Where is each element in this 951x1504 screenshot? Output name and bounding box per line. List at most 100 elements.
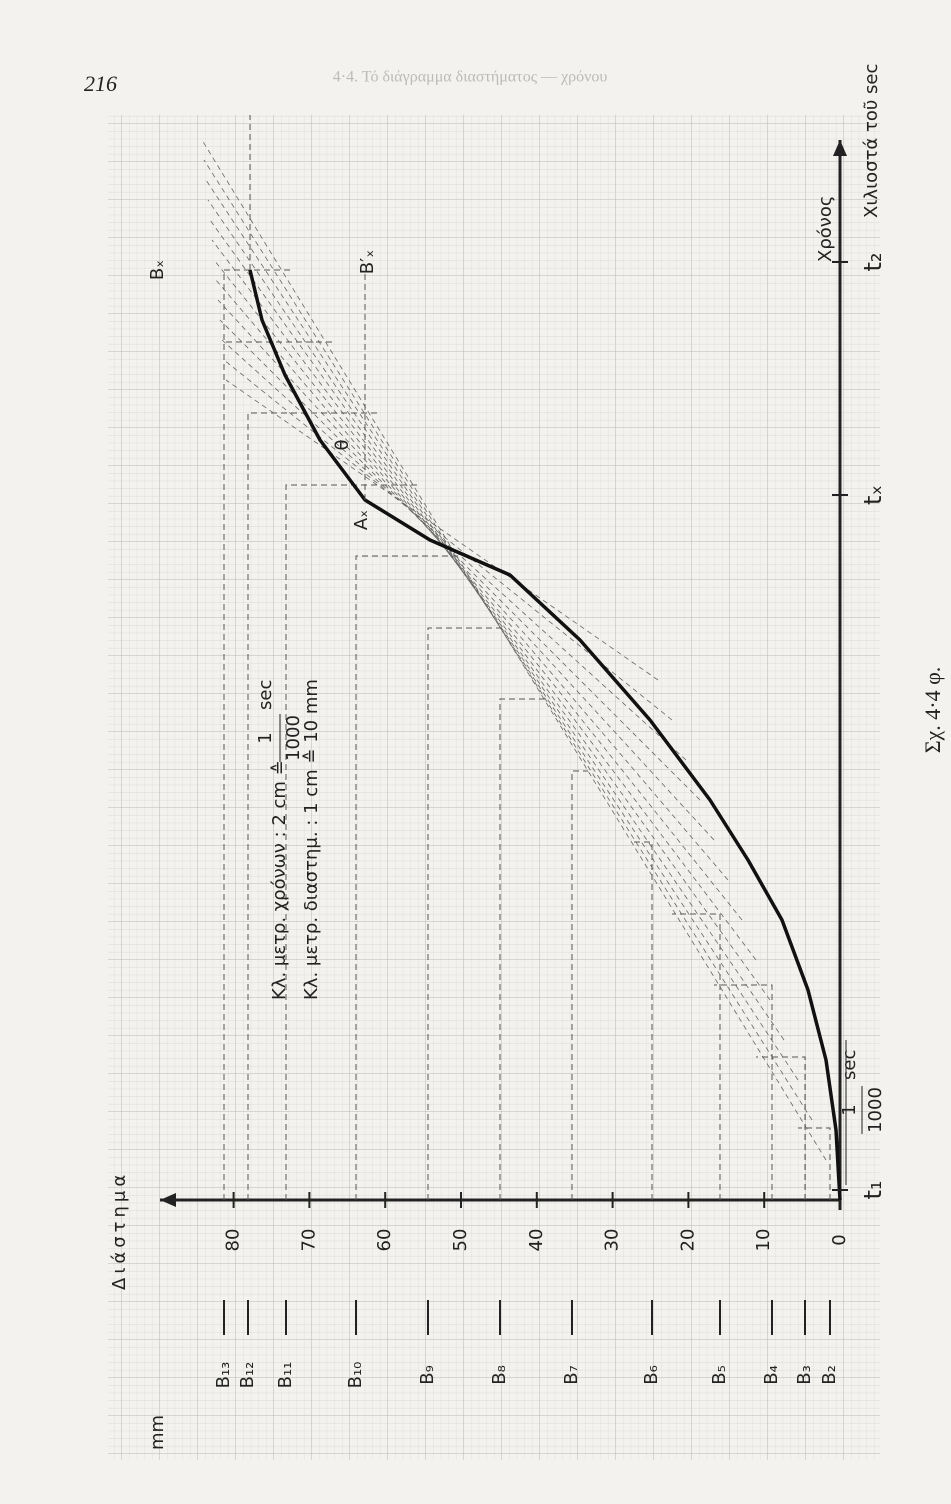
position-label: B₅	[709, 1365, 730, 1385]
construction-line	[247, 412, 378, 1200]
position-label: B₁₀	[345, 1362, 366, 1389]
time-mark: t₁	[859, 1180, 887, 1199]
scale-time-denominator: 1000	[283, 715, 304, 761]
time-mark-group: t₂	[859, 252, 887, 271]
distance-tick-label-group: 80	[223, 1229, 244, 1252]
position-label-group: B₇	[561, 1365, 582, 1385]
distance-tick-label: 80	[223, 1229, 244, 1252]
position-label-group: B₁₁	[275, 1362, 296, 1389]
position-label: B₂	[819, 1365, 840, 1385]
time-mark: tₓ	[859, 485, 887, 505]
position-label-group: B₁₀	[345, 1362, 366, 1389]
distance-label-group: Διάστημα	[109, 1171, 130, 1290]
position-label: B₃	[794, 1365, 815, 1385]
caption-group: Σχ. 4·4 φ.	[920, 667, 945, 754]
point-label: B′ₓ	[357, 250, 378, 274]
construction-line	[672, 913, 721, 1200]
time-label: Χρόνος	[815, 196, 836, 262]
construction-line	[571, 770, 588, 1200]
distance-tick-label-group: 70	[298, 1229, 319, 1252]
distance-arrow	[160, 1193, 176, 1207]
construction-line	[223, 269, 294, 1200]
distance-tick-label-group: 50	[450, 1229, 471, 1252]
point-label-group: Bₓ	[147, 260, 168, 280]
scale-time-unit: sec	[255, 680, 276, 710]
distance-tick-label-group: 10	[753, 1229, 774, 1252]
point-label: θ	[332, 439, 353, 450]
distance-tick-label-group: 20	[677, 1229, 698, 1252]
distance-tick-label: 70	[298, 1229, 319, 1252]
time-unit-group: Χιλιοστά τοῦ sec	[861, 64, 882, 218]
scale-time-numerator: 1	[255, 732, 276, 743]
point-label-group: B′ₓ	[357, 250, 378, 274]
time-arrow	[833, 140, 847, 156]
scale-time-group: Κλ. μετρ. χρόνων : 2 cm ≙ 1 1000 sec	[255, 680, 304, 1000]
distance-tick-label: 60	[374, 1229, 395, 1252]
time-unit: Χιλιοστά τοῦ sec	[861, 64, 882, 218]
distance-tick-label-group: 60	[374, 1229, 395, 1252]
position-label: B₁₂	[237, 1362, 258, 1389]
time-mark-group: tₓ	[859, 485, 887, 505]
tangent-line	[207, 199, 785, 1041]
construction-line	[355, 555, 462, 1200]
construction-line	[714, 984, 773, 1200]
position-label-group: B₁₃	[213, 1362, 234, 1389]
construction-line	[285, 484, 420, 1200]
tangent-line	[225, 379, 659, 681]
scale-time-text: Κλ. μετρ. χρόνων : 2 cm ≙	[269, 760, 290, 1000]
interval-denominator: 1000	[865, 1087, 886, 1133]
position-label: B₉	[417, 1365, 438, 1385]
position-label: B₈	[489, 1365, 510, 1385]
scale-distance-group: Κλ. μετρ. διαστημ. : 1 cm ≙ 10 mm	[301, 679, 322, 1000]
construction-line	[499, 698, 546, 1200]
distance-tick-label: 10	[753, 1229, 774, 1252]
tangent-line	[201, 139, 827, 1161]
distance-tick-label: 20	[677, 1229, 698, 1252]
distance-tick-label: 50	[450, 1229, 471, 1252]
distance-label: Διάστημα	[109, 1171, 130, 1290]
tangent-line	[213, 259, 743, 921]
construction-line	[798, 1127, 831, 1200]
distance-time-curve	[248, 269, 842, 1201]
distance-unit: mm	[147, 1415, 168, 1450]
distance-tick-label-group: 0	[829, 1234, 850, 1245]
scale-distance: Κλ. μετρ. διαστημ. : 1 cm ≙ 10 mm	[301, 679, 322, 1000]
position-label: B₄	[761, 1365, 782, 1385]
time-mark-group: t₁	[859, 1180, 887, 1199]
position-label-group: B₅	[709, 1365, 730, 1385]
distance-tick-label: 30	[602, 1229, 623, 1252]
distance-tick-label-group: 40	[526, 1229, 547, 1252]
position-label-group: B₈	[489, 1365, 510, 1385]
distance-tick-label: 0	[829, 1234, 850, 1245]
position-label: B₁₁	[275, 1362, 296, 1389]
position-label-group: B₄	[761, 1365, 782, 1385]
tangent-line	[203, 159, 813, 1121]
running-head: 4·4. Τό διάγραμμα διαστήματος — χρόνου	[333, 69, 608, 86]
point-label-group: Aₓ	[351, 510, 372, 530]
position-label-group: B₁₂	[237, 1362, 258, 1389]
position-label-group: B₉	[417, 1365, 438, 1385]
distance-tick-label-group: 30	[602, 1229, 623, 1252]
tangent-line	[215, 279, 729, 881]
position-label-group: B₆	[641, 1365, 662, 1385]
construction-line	[630, 841, 653, 1200]
point-label-group: θ	[332, 439, 353, 450]
position-label-group: B₃	[794, 1365, 815, 1385]
interval-numerator: 1	[839, 1104, 860, 1115]
page-number: 216	[84, 71, 117, 96]
time-mark: t₂	[859, 252, 887, 271]
position-label: B₆	[641, 1365, 662, 1385]
point-label: Aₓ	[351, 510, 372, 530]
distance-tick-label: 40	[526, 1229, 547, 1252]
tangent-line	[223, 359, 673, 721]
construction-line	[427, 627, 504, 1200]
tangent-line	[209, 219, 771, 1001]
distance-unit-group: mm	[147, 1415, 168, 1450]
time-label-group: Χρόνος	[815, 196, 836, 262]
graph-paper	[108, 115, 880, 1460]
position-label-group: B₂	[819, 1365, 840, 1385]
